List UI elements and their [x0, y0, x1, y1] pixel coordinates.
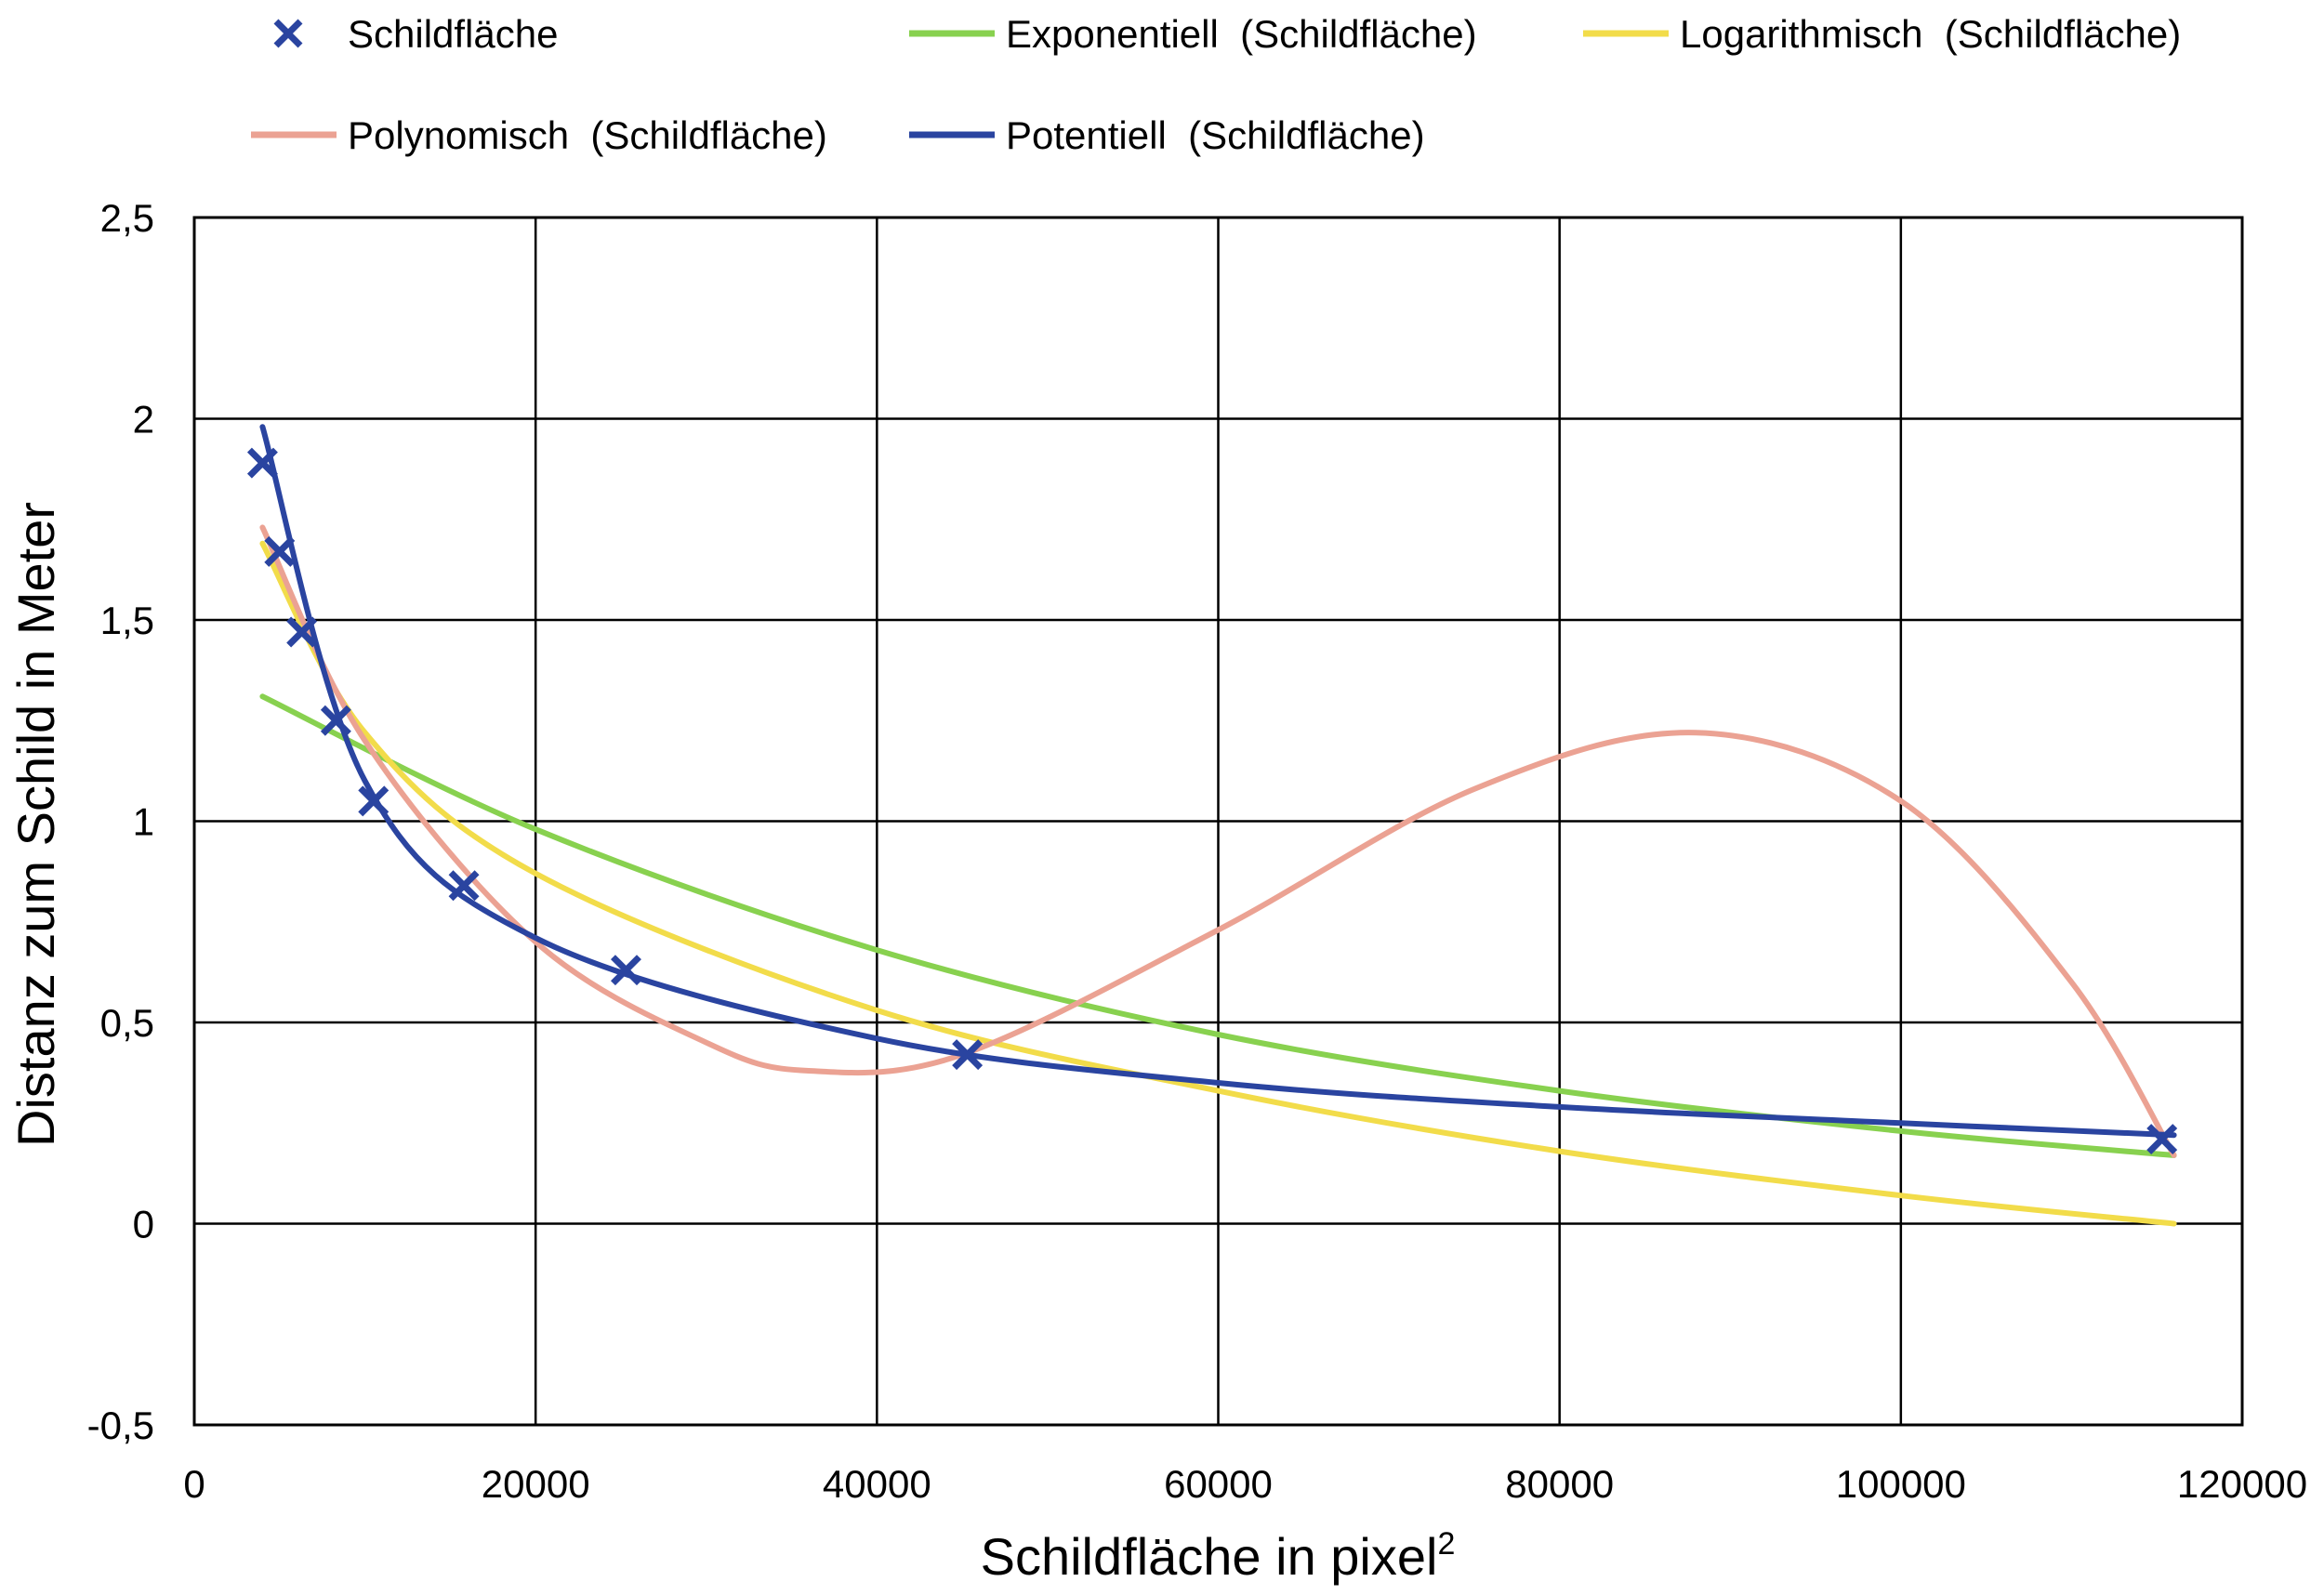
- trendline-polynomial: [259, 524, 2177, 1158]
- y-tick-labels: -0,5 0 0,5 1 1,5 2 2,5: [87, 196, 154, 1447]
- x-tick-label: 40000: [823, 1462, 931, 1506]
- trendline-logarithmic: [259, 540, 2177, 1227]
- legend-entry: Potentiell (Schildfläche): [909, 113, 1425, 157]
- legend-label: Potentiell (Schildfläche): [1006, 113, 1425, 157]
- y-tick-label: 0,5: [100, 1001, 154, 1045]
- y-tick-label: 1: [133, 800, 154, 844]
- x-axis-title-text: Schildfläche in pixel: [981, 1527, 1438, 1586]
- legend-label: Polynomisch (Schildfläche): [348, 113, 827, 157]
- x-tick-label: 20000: [482, 1462, 590, 1506]
- scatter-point: [2146, 1124, 2178, 1155]
- legend-marker: [273, 19, 303, 48]
- scatter-point: [286, 616, 318, 648]
- scatter-point: [448, 870, 480, 902]
- legend-label: Schildfläche: [348, 12, 558, 56]
- legend-entry: Logarithmisch (Schildfläche): [1583, 12, 2181, 56]
- y-tick-label: -0,5: [87, 1404, 154, 1447]
- grid: [192, 216, 2244, 1427]
- x-tick-label: 60000: [1164, 1462, 1273, 1506]
- y-tick-label: 2,5: [100, 196, 154, 240]
- legend: Schildfläche Exponentiell (Schildfläche) L…: [251, 12, 2181, 157]
- scatter-markers: [246, 447, 2178, 1155]
- x-tick-label: 0: [183, 1462, 205, 1506]
- scatter-point: [320, 705, 351, 736]
- scatter-point: [358, 785, 390, 817]
- legend-label: Exponentiell (Schildfläche): [1006, 12, 1477, 56]
- y-tick-label: 1,5: [100, 599, 154, 642]
- x-axis-title: Schildfläche in pixel2: [981, 1526, 1456, 1586]
- legend-entry: Polynomisch (Schildfläche): [251, 113, 827, 157]
- x-axis-title-superscript: 2: [1437, 1526, 1455, 1562]
- plot-frame: [192, 216, 2244, 1427]
- legend-entry: Exponentiell (Schildfläche): [909, 12, 1477, 56]
- y-tick-label: 2: [133, 398, 154, 442]
- x-tick-label: 120000: [2177, 1462, 2307, 1506]
- scatter-point: [610, 955, 641, 986]
- scatter-point: [952, 1039, 984, 1071]
- scatter-point: [264, 535, 296, 567]
- trendline-exponential: [259, 693, 2177, 1158]
- x-tick-label: 80000: [1505, 1462, 1614, 1506]
- y-tick-label: 0: [133, 1203, 154, 1246]
- x-tick-labels: 0 20000 40000 60000 80000 100000 120000: [183, 1462, 2307, 1506]
- x-tick-label: 100000: [1836, 1462, 1966, 1506]
- legend-label: Logarithmisch (Schildfläche): [1680, 12, 2181, 56]
- legend-entry: Schildfläche: [273, 12, 558, 56]
- y-axis-title: Distanz zum Schild in Meter: [7, 502, 65, 1147]
- scatter-point: [246, 447, 278, 479]
